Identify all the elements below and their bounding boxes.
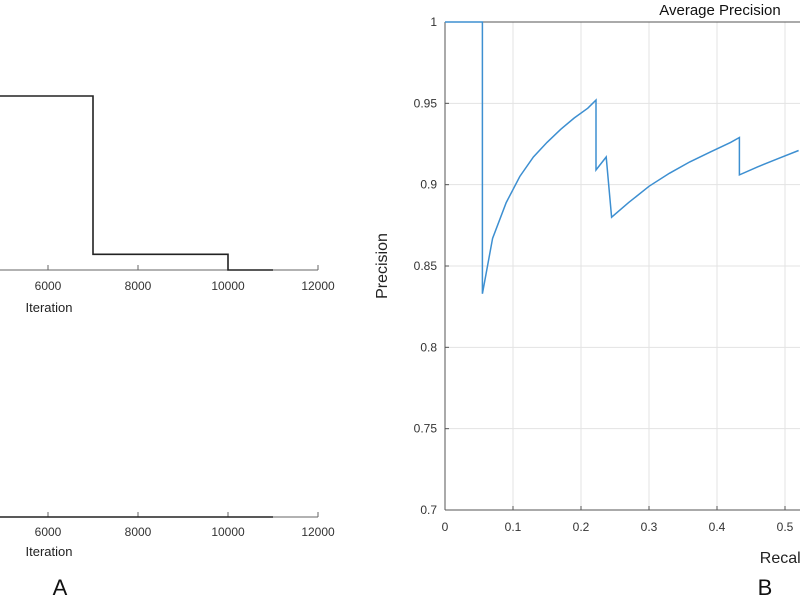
panel-a-bottom-x-tick-label: 12000 bbox=[301, 525, 335, 539]
panel-b-chart: 0.70.750.80.850.90.951 0 0.1 0.2 0.3 0.4 0.5 … bbox=[374, 2, 800, 567]
panel-b-y-tick-label: 0.85 bbox=[414, 259, 438, 273]
panel-a-bottom-x-tick-label: 8000 bbox=[125, 525, 152, 539]
panel-a-top-x-tick-label: 12000 bbox=[301, 279, 335, 293]
panel-b-y-tick-label: 0.95 bbox=[414, 96, 438, 110]
panel-b-title: Average Precision bbox=[659, 2, 780, 19]
panel-b-y-tick-label: 0.9 bbox=[420, 178, 437, 192]
panel-b-y-tick-label: 0.75 bbox=[414, 422, 438, 436]
panel-b-x-tick-label: 0.3 bbox=[641, 520, 658, 534]
panel-b-y-tick-label: 1 bbox=[430, 15, 437, 29]
panel-b-y-axis-label: Precision bbox=[374, 233, 391, 299]
panel-b-series-line bbox=[445, 21, 799, 294]
panel-b-x-axis-label: Recall bbox=[760, 550, 800, 567]
panel-a-top-chart: 6000 8000 10000 12000 Iteration bbox=[0, 95, 335, 315]
panel-b-x-tick-label: 0.5 bbox=[777, 520, 794, 534]
panel-a-top-x-tick-label: 10000 bbox=[211, 279, 245, 293]
panel-a-top-x-tick-label: 8000 bbox=[125, 279, 152, 293]
panel-b-x-tick-label: 0.4 bbox=[709, 520, 726, 534]
panel-a-bottom-x-axis-label: Iteration bbox=[26, 544, 73, 559]
panel-b-x-tick-label: 0.1 bbox=[505, 520, 522, 534]
panel-b-y-tick-label: 0.8 bbox=[420, 340, 437, 354]
panel-b-y-tick-label: 0.7 bbox=[420, 503, 437, 517]
panel-a-bottom-x-tick-label: 6000 bbox=[35, 525, 62, 539]
panel-a-top-series-line bbox=[0, 95, 273, 271]
panel-b-x-tick-label: 0.2 bbox=[573, 520, 590, 534]
panel-b-letter: B bbox=[758, 575, 773, 600]
panel-a-letter: A bbox=[53, 575, 68, 600]
panel-a-top-x-tick-label: 6000 bbox=[35, 279, 62, 293]
panel-a-bottom-x-tick-label: 10000 bbox=[211, 525, 245, 539]
panel-a-bottom-chart: 6000 8000 10000 12000 Iteration bbox=[0, 512, 335, 559]
panel-a-top-x-axis-label: Iteration bbox=[26, 300, 73, 315]
panel-b-x-tick-label: 0 bbox=[442, 520, 449, 534]
